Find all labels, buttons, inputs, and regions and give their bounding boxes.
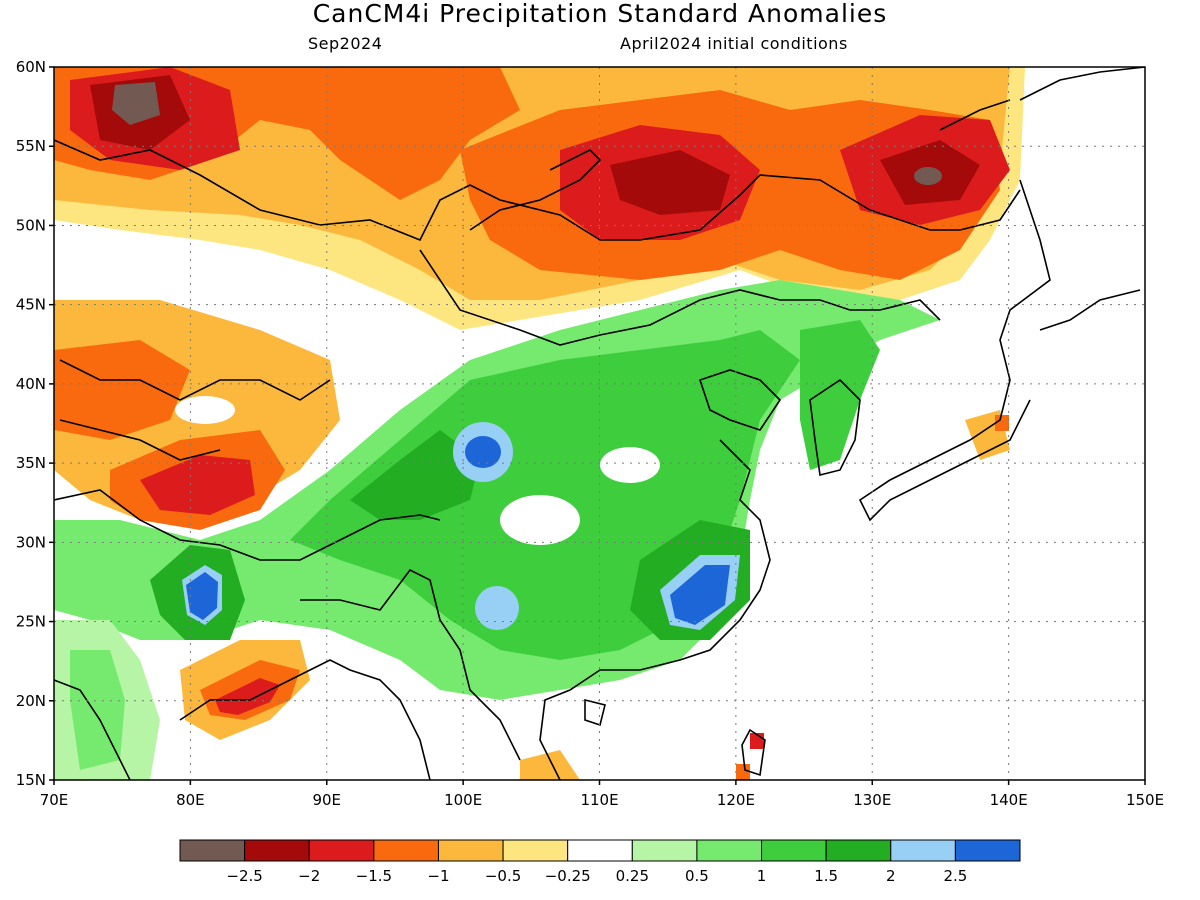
lat-tick-label: 50N [16,216,46,234]
colorbar-label: −2.5 [226,867,262,885]
lat-tick-label: 40N [16,375,46,393]
dry-region-central-asia-2 [54,340,190,440]
latitude-axis: 15N 20N 25N 30N 35N 40N 45N 50N 55N 60N [16,58,54,789]
colorbar-label: −0.25 [545,867,591,885]
wet-region-himalaya-max [186,572,218,620]
lon-tick-label: 140E [990,791,1028,809]
lat-tick-label: 15N [16,771,46,789]
colorbar-swatch [437,839,504,862]
dry-region-indochina [520,750,580,780]
dry-cell-luzon [736,764,750,780]
colorbar-swatch [567,839,633,862]
dry-cell-japan [995,415,1009,431]
colorbar-swatch [244,839,310,862]
colorbar-swatch [761,839,827,862]
colorbar: −2.5 −2 −1.5 −1 −0.5 −0.25 0.25 0.5 1 1.5 2 2.5 [179,839,1021,885]
colorbar-swatch [696,839,763,862]
colorbar-label: 0.5 [685,867,709,885]
neutral-patch-henan [600,447,660,483]
neutral-patch-tarim [175,396,235,424]
dry-region-hokkaido-max [914,167,942,185]
longitude-axis: 70E 80E 90E 100E 110E 120E 130E 140E 150E [40,780,1164,809]
lat-tick-label: 25N [16,613,46,631]
lat-tick-label: 30N [16,533,46,551]
wet-region-india-west-2 [70,650,125,770]
wet-region-gansu-max [465,436,501,468]
dry-region-india-3 [215,678,280,715]
colorbar-swatch [502,839,569,862]
neutral-patch-sichuan [500,495,580,545]
lat-tick-label: 45N [16,296,46,314]
colorbar-label: 0.25 [616,867,649,885]
colorbar-label: 2 [886,867,896,885]
colorbar-swatch [373,839,439,862]
lat-tick-label: 55N [16,137,46,155]
colorbar-label: 1 [757,867,767,885]
wet-region-yunnan [475,586,519,630]
lon-tick-label: 80E [176,791,205,809]
colorbar-swatch [825,839,892,862]
initial-conditions-label: April2024 initial conditions [620,34,848,53]
anomaly-field [54,67,1145,780]
graticule [54,67,1145,780]
lon-tick-label: 90E [312,791,341,809]
lon-tick-label: 110E [580,791,618,809]
lon-tick-label: 120E [717,791,755,809]
colorbar-swatch [179,839,246,862]
lat-tick-label: 35N [16,454,46,472]
colorbar-swatch [890,839,956,862]
dry-region-kashmir-core [140,455,255,515]
colorbar-label: −2 [298,867,320,885]
colorbar-swatch [954,839,1021,862]
lon-tick-label: 130E [853,791,891,809]
lon-tick-label: 100E [444,791,482,809]
colorbar-swatch [308,839,375,862]
colorbar-label: 1.5 [814,867,838,885]
colorbar-label: −0.5 [485,867,521,885]
dry-region-siberia-core-2 [610,150,730,215]
lon-tick-label: 70E [40,791,69,809]
dry-region-kazakh-max [112,82,160,125]
colorbar-label: −1.5 [356,867,392,885]
valid-month-label: Sep2024 [308,34,383,53]
coastlines [54,67,1145,780]
colorbar-label: −1 [427,867,449,885]
wet-region-south-china-max [670,565,730,625]
wet-region-china-3 [350,430,480,520]
lat-tick-label: 20N [16,692,46,710]
colorbar-swatch [631,839,698,862]
wet-region-korea [800,320,880,470]
map-title: CanCM4i Precipitation Standard Anomalies [312,0,888,28]
colorbar-label: 2.5 [943,867,967,885]
lon-tick-label: 150E [1126,791,1164,809]
lat-tick-label: 60N [16,58,46,76]
